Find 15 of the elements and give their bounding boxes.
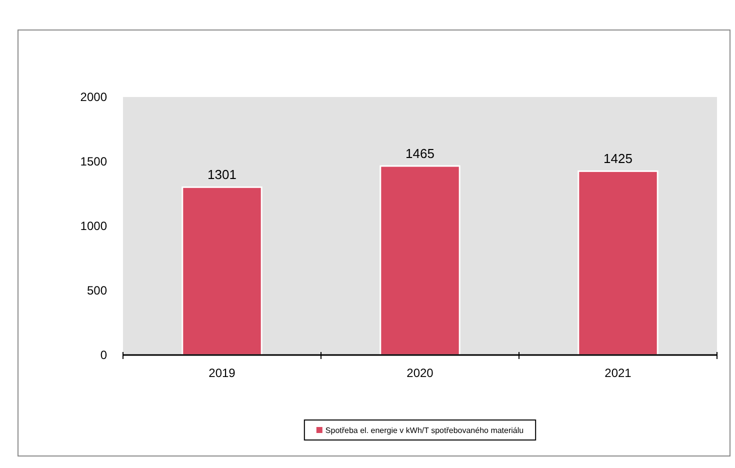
y-tick-label: 1000 <box>80 218 108 233</box>
bar <box>182 186 262 356</box>
y-tick-label: 2000 <box>80 90 108 104</box>
x-tick-label: 2020 <box>406 366 434 380</box>
x-tick-label: 2021 <box>604 366 632 380</box>
data-label: 1465 <box>406 146 434 162</box>
x-tick-label: 2019 <box>208 366 236 380</box>
legend-label: Spotřeba el. energie v kWh/T spotřebovaného materiálu <box>325 426 524 435</box>
data-label: 1301 <box>208 167 236 182</box>
bar <box>380 165 460 356</box>
y-tick-label: 1500 <box>80 154 108 168</box>
y-tick-label: 500 <box>86 283 108 298</box>
bar <box>578 170 658 356</box>
y-tick-label: 0 <box>100 348 108 362</box>
data-label: 1425 <box>604 151 632 166</box>
